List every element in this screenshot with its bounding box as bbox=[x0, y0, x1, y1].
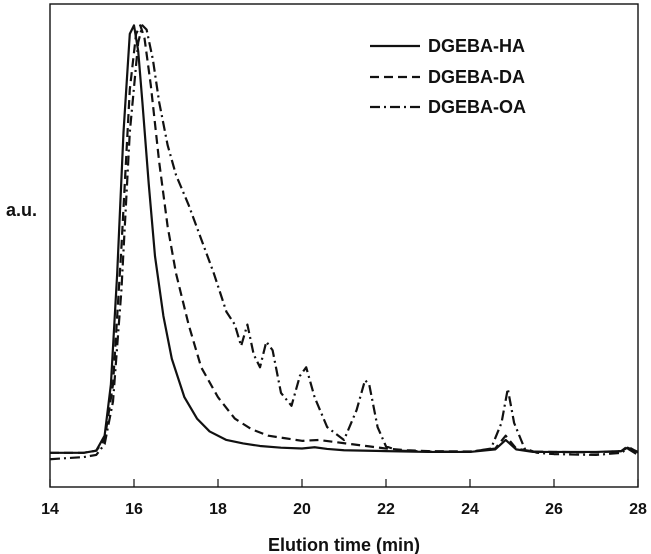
x-tick-label: 22 bbox=[377, 501, 395, 518]
x-tick-label: 20 bbox=[293, 501, 311, 518]
legend-label-2: DGEBA-DA bbox=[428, 67, 525, 87]
x-tick-label: 14 bbox=[41, 501, 59, 518]
series-line-1 bbox=[50, 24, 639, 454]
x-tick-label: 28 bbox=[629, 501, 647, 518]
x-tick-label: 18 bbox=[209, 501, 227, 518]
x-axis-group: 14 16 18 20 22 24 26 28 bbox=[41, 479, 647, 518]
plot-frame bbox=[49, 3, 639, 488]
x-tick-label: 24 bbox=[461, 501, 479, 518]
legend-label-3: DGEBA-OA bbox=[428, 97, 526, 117]
series-line-3 bbox=[49, 24, 639, 461]
series-line-2 bbox=[50, 24, 639, 454]
plot-frame-group bbox=[49, 3, 639, 488]
series-group bbox=[49, 24, 639, 461]
legend-label-1: DGEBA-HA bbox=[428, 36, 525, 56]
legend-group: DGEBA-HA DGEBA-DA DGEBA-OA bbox=[370, 36, 526, 117]
x-tick-label: 26 bbox=[545, 501, 563, 518]
x-tick-label: 16 bbox=[125, 501, 143, 518]
x-axis-label: Elution time (min) bbox=[268, 535, 420, 554]
y-axis-label: a.u. bbox=[6, 200, 37, 220]
